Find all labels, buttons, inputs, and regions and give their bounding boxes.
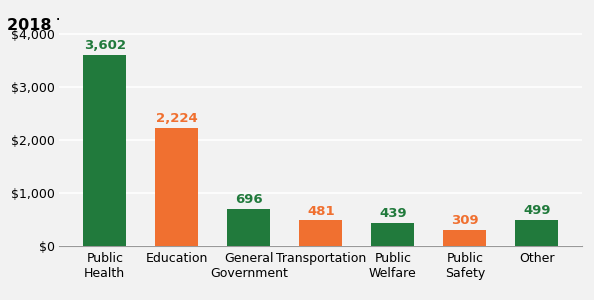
Text: 481: 481 [307, 205, 334, 218]
Text: 2018 Total State Spending Per Person by Program Area: 2018 Total State Spending Per Person by … [7, 18, 509, 33]
Text: 439: 439 [379, 207, 406, 220]
Bar [155, 128, 198, 246]
Bar [371, 223, 415, 246]
Text: 696: 696 [235, 193, 263, 206]
Text: 309: 309 [451, 214, 479, 227]
Text: 2,224: 2,224 [156, 112, 198, 125]
Bar [299, 220, 342, 246]
Bar [227, 209, 270, 246]
Bar [515, 220, 558, 246]
Text: 3,602: 3,602 [84, 39, 126, 52]
Bar [443, 230, 486, 246]
Text: 499: 499 [523, 204, 551, 217]
Bar [83, 55, 127, 246]
